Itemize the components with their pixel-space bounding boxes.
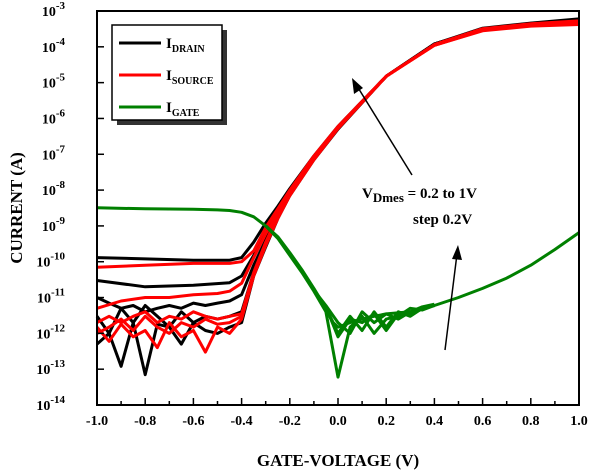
y-tick-label: 10-8 xyxy=(42,179,66,199)
legend-box xyxy=(111,24,223,121)
y-tick-label: 10-4 xyxy=(42,36,66,56)
x-tick-label: 0.4 xyxy=(426,414,444,429)
y-tick-label: 10-9 xyxy=(42,215,66,235)
y-tick-label: 10-12 xyxy=(36,322,65,342)
series-line-9 xyxy=(95,19,580,354)
y-tick-label: 10-11 xyxy=(37,287,65,307)
arrow-up xyxy=(444,245,462,351)
y-tick-label: 10-13 xyxy=(36,358,65,378)
series-layer xyxy=(95,17,580,379)
annotation: VDmes = 0.2 to 1V step 0.2V xyxy=(352,78,477,351)
x-tick-label: 0.6 xyxy=(474,414,492,429)
series-line-11 xyxy=(264,224,435,379)
x-tick-label: -0.8 xyxy=(134,414,156,429)
x-tick-label: 0.0 xyxy=(329,414,347,429)
x-axis: -1.0 -0.8 -0.6 -0.4 -0.2 0.0 0.2 0.4 0.6 0.8 1.0 xyxy=(86,398,588,429)
y-axis: 10-3 10-4 10-5 10-6 10-7 10-8 10-9 10-10 10-11 10… xyxy=(36,0,104,414)
annotation-range: = 0.2 to 1V xyxy=(404,186,477,202)
annotation-subscript: Dmes xyxy=(373,190,404,205)
legend-label: IGATE xyxy=(166,100,200,119)
legend-label: ISOURCE xyxy=(166,68,214,87)
x-tick-label: -0.2 xyxy=(279,414,301,429)
y-tick-label: 10-7 xyxy=(42,143,66,163)
x-axis-title: GATE-VOLTAGE (V) xyxy=(257,451,419,470)
x-tick-label: 1.0 xyxy=(570,414,588,429)
x-tick-label: -1.0 xyxy=(86,414,108,429)
y-tick-label: 10-6 xyxy=(42,107,66,127)
legend-label: IDRAIN xyxy=(166,36,205,55)
series-line-14 xyxy=(264,224,435,339)
y-tick-label: 10-14 xyxy=(36,394,65,414)
series-line-10 xyxy=(96,206,580,329)
y-tick-label: 10-3 xyxy=(42,0,66,20)
annotation-line-1: VDmes = 0.2 to 1V xyxy=(362,186,477,205)
annotation-line-2: step 0.2V xyxy=(413,212,472,228)
series-line-12 xyxy=(264,224,435,335)
legend: IDRAIN ISOURCE IGATE xyxy=(111,24,227,125)
x-tick-label: 0.2 xyxy=(377,414,395,429)
x-tick-label: -0.4 xyxy=(231,414,253,429)
y-tick-label: 10-10 xyxy=(36,251,65,271)
x-tick-label: 0.8 xyxy=(522,414,540,429)
y-axis-title: CURRENT (A) xyxy=(7,152,26,264)
arrow-up-left xyxy=(352,78,413,176)
annotation-v: V xyxy=(362,186,373,202)
y-tick-label: 10-5 xyxy=(42,72,66,92)
x-tick-label: -0.6 xyxy=(182,414,204,429)
